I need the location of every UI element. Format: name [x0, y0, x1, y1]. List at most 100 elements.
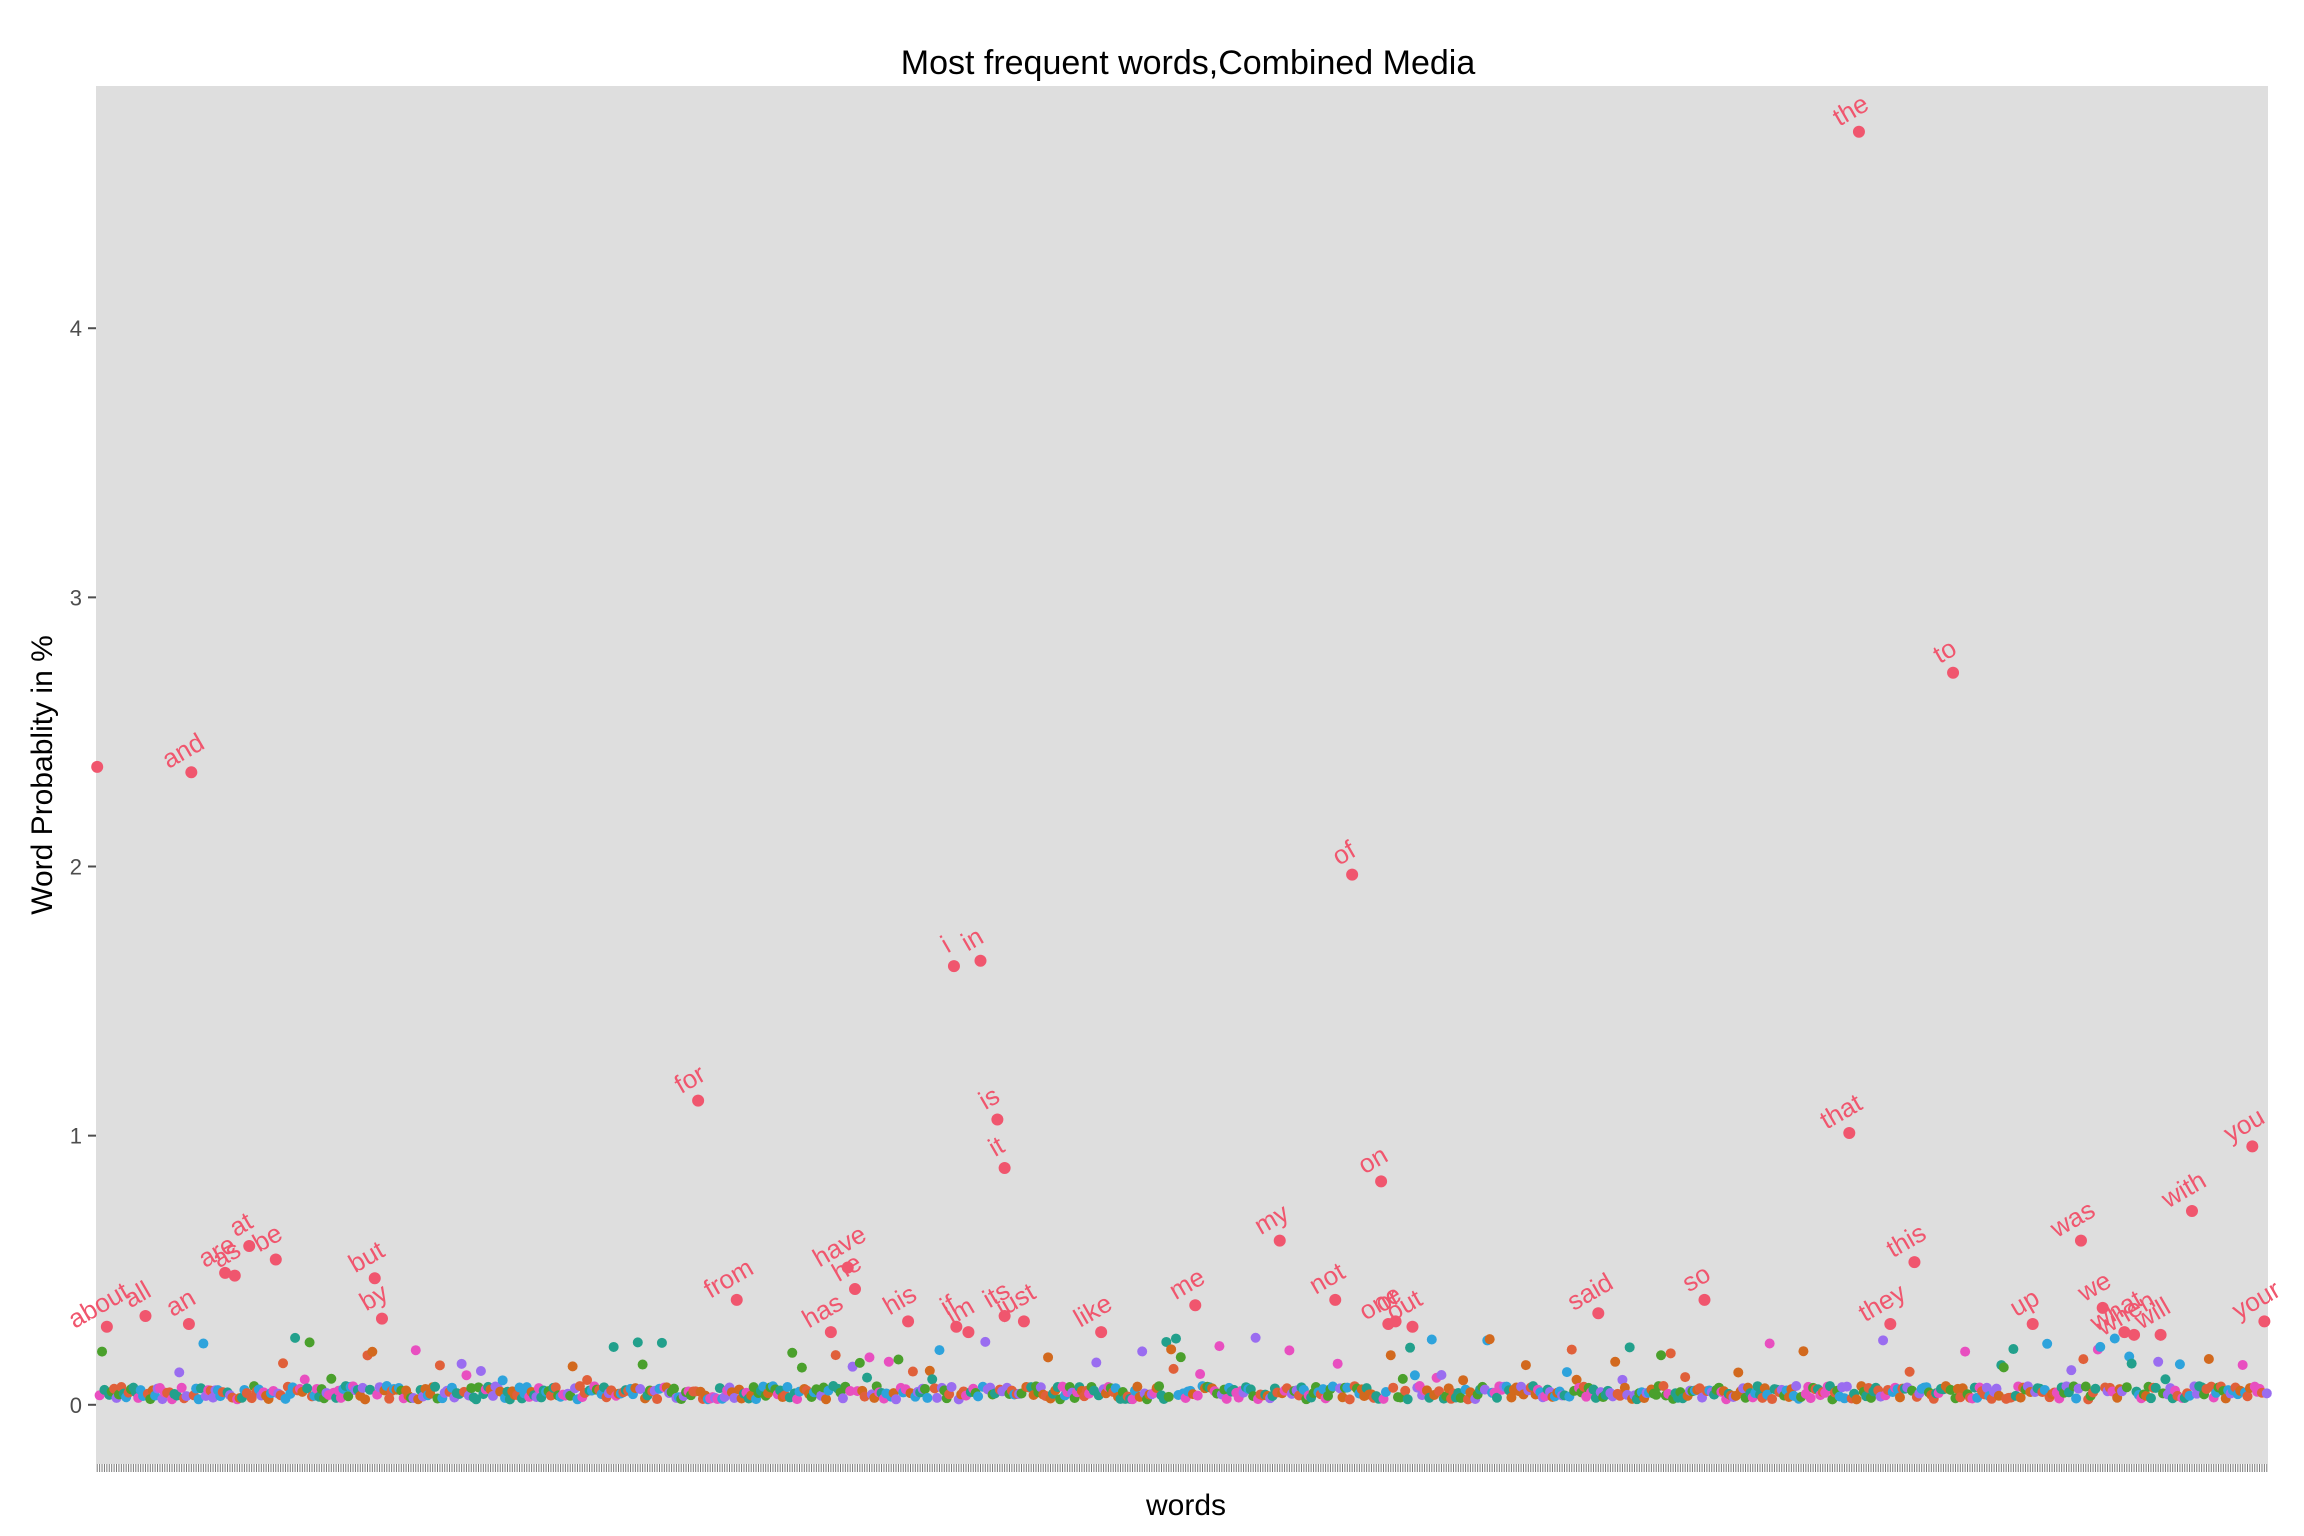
word-point: [2242, 1391, 2253, 1402]
labeled-word-point: [998, 1161, 1011, 1174]
labeled-word-point: [2118, 1326, 2131, 1339]
word-point: [927, 1374, 938, 1385]
word-point: [550, 1382, 561, 1393]
word-point: [1484, 1334, 1495, 1345]
word-point: [1561, 1367, 1572, 1378]
word-point: [652, 1394, 663, 1405]
labeled-word-point: [1908, 1256, 1921, 1269]
word-point: [2071, 1393, 2082, 1404]
word-point: [198, 1338, 209, 1349]
chart-title: Most frequent words,Combined Media: [901, 44, 1476, 82]
word-point: [466, 1383, 477, 1394]
word-point: [924, 1365, 935, 1376]
labeled-word-point: [368, 1272, 381, 1285]
word-point: [796, 1362, 807, 1373]
labeled-word-point: [2096, 1301, 2109, 1314]
word-point: [278, 1358, 289, 1369]
labeled-word-point: [692, 1094, 705, 1107]
labeled-word-point: [962, 1326, 975, 1339]
word-point: [891, 1394, 902, 1405]
word-point: [632, 1337, 643, 1348]
word-point: [497, 1375, 508, 1386]
word-point: [1137, 1346, 1148, 1357]
background-points: [94, 1332, 2272, 1405]
word-point: [932, 1392, 943, 1403]
labeled-word-point: [243, 1239, 256, 1252]
word-point: [973, 1391, 984, 1402]
word-point: [1851, 1394, 1862, 1405]
word-point: [864, 1352, 875, 1363]
word-point: [1405, 1342, 1416, 1353]
word-point: [656, 1337, 667, 1348]
word-point: [461, 1370, 472, 1381]
word-point: [1764, 1338, 1775, 1349]
word-point: [1380, 1387, 1391, 1398]
labeled-word-point: [947, 960, 960, 973]
y-axis-title: Word Probablity in %: [26, 635, 59, 915]
x-axis-title: words: [1145, 1489, 1226, 1522]
labeled-word-point: [2128, 1328, 2141, 1341]
word-point: [2039, 1384, 2050, 1395]
word-point: [1805, 1393, 1816, 1404]
word-point: [830, 1350, 841, 1361]
word-point: [410, 1345, 421, 1356]
word-point: [567, 1361, 578, 1372]
word-point: [2160, 1374, 2171, 1385]
labeled-word-point: [1329, 1293, 1342, 1306]
word-point: [302, 1383, 313, 1394]
word-point: [821, 1394, 832, 1405]
labeled-word-point: [269, 1253, 282, 1266]
word-point: [2042, 1338, 2053, 1349]
labeled-word-point: [1592, 1307, 1605, 1320]
x-axis-ticks: [96, 1464, 2268, 1472]
word-point: [1154, 1381, 1165, 1392]
word-point: [174, 1367, 185, 1378]
word-point: [608, 1341, 619, 1352]
word-point: [1798, 1346, 1809, 1357]
word-point: [97, 1346, 108, 1357]
word-point: [2174, 1359, 2185, 1370]
word-point: [2109, 1333, 2120, 1344]
word-point: [487, 1390, 498, 1401]
labeled-word-point: [950, 1320, 963, 1333]
word-point: [854, 1357, 865, 1368]
word-point: [2237, 1359, 2248, 1370]
word-point: [2008, 1344, 2019, 1355]
word-point: [545, 1390, 556, 1401]
word-point: [364, 1384, 375, 1395]
word-point: [2153, 1356, 2164, 1367]
word-point: [1397, 1373, 1408, 1384]
word-point: [434, 1360, 445, 1371]
word-point: [475, 1365, 486, 1376]
labeled-word-point: [848, 1283, 861, 1296]
word-point: [1878, 1335, 1889, 1346]
word-point: [1841, 1381, 1852, 1392]
word-point: [934, 1345, 945, 1356]
word-point: [471, 1394, 482, 1405]
word-point: [1998, 1362, 2009, 1373]
labeled-word-point: [139, 1309, 152, 1322]
word-point: [1658, 1380, 1669, 1391]
y-axis: 0 1 2 3 4: [70, 316, 96, 1418]
word-point: [2090, 1383, 2101, 1394]
labeled-word-point: [1017, 1315, 1030, 1328]
word-point: [883, 1356, 894, 1367]
word-point: [384, 1393, 395, 1404]
labeled-word-point: [1095, 1326, 1108, 1339]
word-point: [929, 1383, 940, 1394]
word-point: [430, 1381, 441, 1392]
word-point: [326, 1373, 337, 1384]
labeled-word-point: [2074, 1234, 2087, 1247]
y-tick-label: 0: [70, 1393, 82, 1418]
labeled-word-point: [228, 1269, 241, 1282]
labeled-word-point: [998, 1309, 1011, 1322]
word-point: [1409, 1370, 1420, 1381]
word-point: [1385, 1350, 1396, 1361]
word-point: [1904, 1366, 1915, 1377]
word-point: [1656, 1350, 1667, 1361]
word-point: [1170, 1333, 1181, 1344]
word-point: [1168, 1363, 1179, 1374]
word-point: [787, 1347, 798, 1358]
y-tick-label: 1: [70, 1124, 82, 1149]
word-point: [1506, 1392, 1517, 1403]
